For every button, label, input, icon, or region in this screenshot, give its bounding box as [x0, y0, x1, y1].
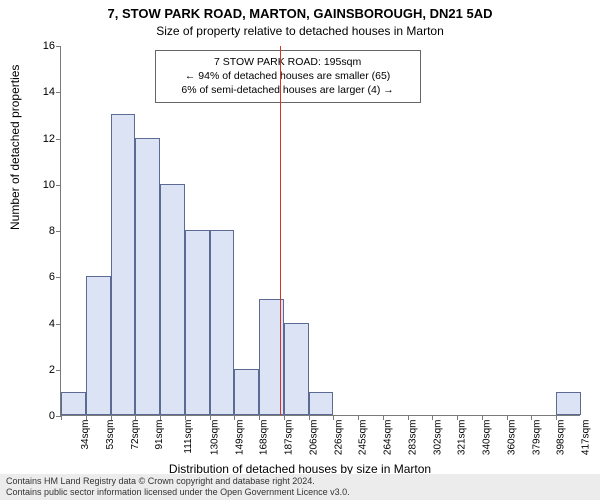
xtick-label: 417sqm [581, 420, 592, 456]
histogram-bar [284, 323, 309, 416]
xtick-label: 206sqm [308, 420, 319, 456]
histogram-bar [160, 184, 185, 415]
xtick-label: 302sqm [432, 420, 443, 456]
ytick-mark [56, 231, 61, 232]
xtick-mark [556, 415, 557, 420]
xtick-mark [135, 415, 136, 420]
xtick-label: 149sqm [234, 420, 245, 456]
xtick-label: 34sqm [80, 420, 91, 450]
callout-line2: ← 94% of detached houses are smaller (65… [163, 69, 413, 83]
xtick-label: 168sqm [259, 420, 270, 456]
xtick-label: 264sqm [383, 420, 394, 456]
ytick-mark [56, 139, 61, 140]
xtick-label: 72sqm [130, 420, 141, 450]
ytick-mark [56, 277, 61, 278]
ytick-label: 12 [31, 133, 55, 145]
xtick-mark [234, 415, 235, 420]
histogram-bar [234, 369, 259, 415]
ytick-mark [56, 370, 61, 371]
xtick-mark [457, 415, 458, 420]
callout-line1: 7 STOW PARK ROAD: 195sqm [163, 55, 413, 69]
callout-line3: 6% of semi-detached houses are larger (4… [163, 83, 413, 97]
histogram-bar [309, 392, 334, 415]
y-axis-label: Number of detached properties [8, 65, 22, 230]
histogram-bar [135, 138, 160, 416]
xtick-mark [408, 415, 409, 420]
xtick-label: 398sqm [556, 420, 567, 456]
xtick-label: 321sqm [457, 420, 468, 456]
xtick-mark [210, 415, 211, 420]
xtick-label: 91sqm [154, 420, 165, 450]
ytick-label: 2 [31, 364, 55, 376]
xtick-label: 53sqm [105, 420, 116, 450]
xtick-mark [61, 415, 62, 420]
xtick-mark [432, 415, 433, 420]
xtick-mark [86, 415, 87, 420]
ytick-label: 8 [31, 225, 55, 237]
ytick-mark [56, 185, 61, 186]
histogram-bar [61, 392, 86, 415]
footer: Contains HM Land Registry data © Crown c… [0, 474, 600, 500]
xtick-mark [507, 415, 508, 420]
chart-subtitle: Size of property relative to detached ho… [0, 24, 600, 38]
histogram-bar [111, 114, 136, 415]
histogram-bar [556, 392, 581, 415]
xtick-mark [309, 415, 310, 420]
xtick-mark [284, 415, 285, 420]
plot-area: 7 STOW PARK ROAD: 195sqm ← 94% of detach… [60, 46, 580, 416]
ytick-mark [56, 46, 61, 47]
xtick-mark [185, 415, 186, 420]
ytick-label: 4 [31, 318, 55, 330]
ytick-label: 14 [31, 86, 55, 98]
histogram-bar [86, 276, 111, 415]
xtick-label: 130sqm [209, 420, 220, 456]
ytick-mark [56, 324, 61, 325]
ytick-label: 10 [31, 179, 55, 191]
histogram-bar [185, 230, 210, 415]
chart-title: 7, STOW PARK ROAD, MARTON, GAINSBOROUGH,… [0, 6, 600, 21]
xtick-label: 379sqm [531, 420, 542, 456]
marker-line [280, 46, 281, 415]
xtick-mark [333, 415, 334, 420]
xtick-mark [111, 415, 112, 420]
xtick-mark [531, 415, 532, 420]
ytick-label: 0 [31, 410, 55, 422]
xtick-mark [482, 415, 483, 420]
xtick-label: 245sqm [358, 420, 369, 456]
ytick-label: 6 [31, 271, 55, 283]
footer-line1: Contains HM Land Registry data © Crown c… [6, 476, 594, 487]
footer-line2: Contains public sector information licen… [6, 487, 594, 498]
ytick-mark [56, 92, 61, 93]
xtick-mark [383, 415, 384, 420]
xtick-mark [160, 415, 161, 420]
xtick-label: 360sqm [507, 420, 518, 456]
ytick-label: 16 [31, 40, 55, 52]
marker-callout: 7 STOW PARK ROAD: 195sqm ← 94% of detach… [155, 50, 421, 103]
histogram-bar [210, 230, 235, 415]
xtick-label: 226sqm [333, 420, 344, 456]
xtick-mark [259, 415, 260, 420]
xtick-label: 340sqm [482, 420, 493, 456]
xtick-label: 283sqm [407, 420, 418, 456]
chart-container: 7, STOW PARK ROAD, MARTON, GAINSBOROUGH,… [0, 0, 600, 500]
xtick-label: 187sqm [284, 420, 295, 456]
xtick-label: 111sqm [183, 420, 194, 454]
xtick-mark [358, 415, 359, 420]
